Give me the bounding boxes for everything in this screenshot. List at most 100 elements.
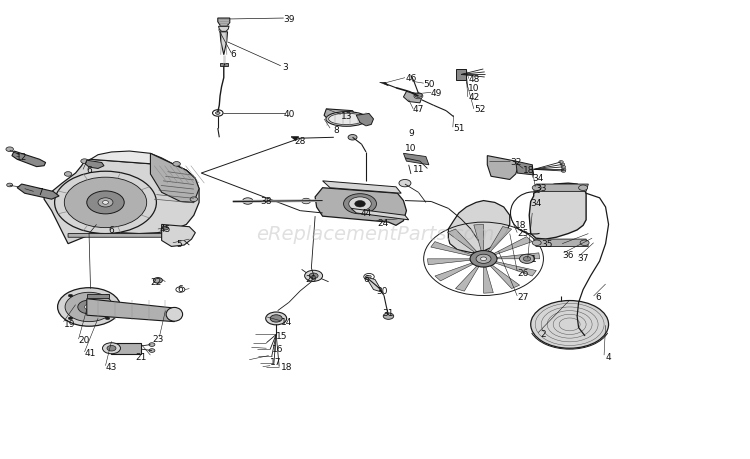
Text: 27: 27	[518, 293, 529, 302]
Circle shape	[470, 251, 497, 268]
Circle shape	[304, 271, 322, 282]
Polygon shape	[455, 266, 479, 291]
Circle shape	[270, 315, 282, 322]
Text: eReplacementParts.com: eReplacementParts.com	[256, 224, 494, 244]
Polygon shape	[12, 152, 46, 167]
Text: 41: 41	[85, 348, 96, 358]
Circle shape	[415, 94, 422, 98]
Polygon shape	[404, 92, 422, 104]
Text: 6: 6	[596, 293, 601, 302]
Polygon shape	[17, 185, 59, 200]
Circle shape	[578, 185, 587, 191]
Polygon shape	[534, 185, 588, 192]
Polygon shape	[217, 19, 229, 27]
Polygon shape	[430, 242, 472, 257]
Circle shape	[215, 112, 220, 115]
Circle shape	[531, 301, 608, 348]
Text: 6: 6	[178, 285, 183, 293]
Circle shape	[242, 198, 253, 205]
Circle shape	[149, 349, 155, 353]
Ellipse shape	[326, 112, 368, 127]
Polygon shape	[351, 209, 409, 220]
Circle shape	[103, 201, 109, 205]
Text: 34: 34	[530, 198, 542, 207]
Polygon shape	[220, 64, 227, 67]
Text: 14: 14	[281, 318, 292, 326]
Polygon shape	[356, 114, 374, 127]
Circle shape	[532, 185, 542, 191]
Circle shape	[520, 255, 535, 264]
Circle shape	[481, 257, 487, 261]
Circle shape	[559, 161, 563, 164]
Text: 2: 2	[541, 330, 546, 338]
Text: 39: 39	[284, 15, 295, 23]
Circle shape	[163, 227, 169, 230]
Polygon shape	[315, 188, 407, 226]
Polygon shape	[112, 343, 142, 354]
Text: 10: 10	[468, 84, 479, 93]
Polygon shape	[380, 83, 388, 87]
Text: 6: 6	[363, 274, 369, 283]
Circle shape	[309, 274, 318, 279]
Polygon shape	[68, 234, 184, 238]
Ellipse shape	[166, 308, 182, 321]
Circle shape	[302, 199, 310, 204]
Text: 17: 17	[271, 357, 282, 366]
Text: 8: 8	[333, 125, 339, 134]
Polygon shape	[366, 278, 382, 293]
Text: 25: 25	[518, 229, 529, 238]
Text: 16: 16	[272, 344, 284, 353]
Polygon shape	[534, 240, 588, 247]
Circle shape	[367, 276, 371, 279]
Circle shape	[532, 241, 542, 246]
Circle shape	[524, 257, 531, 262]
Circle shape	[64, 172, 72, 177]
Circle shape	[562, 168, 566, 171]
Text: 43: 43	[106, 362, 117, 371]
Circle shape	[580, 241, 589, 246]
Text: 24: 24	[376, 218, 388, 227]
Circle shape	[55, 172, 157, 234]
Circle shape	[6, 148, 14, 152]
Circle shape	[105, 295, 110, 297]
Polygon shape	[488, 156, 519, 180]
Circle shape	[58, 288, 121, 326]
Circle shape	[190, 197, 197, 202]
Text: 18: 18	[515, 220, 526, 230]
Text: 7: 7	[37, 187, 43, 196]
Circle shape	[560, 163, 565, 166]
Polygon shape	[488, 227, 512, 252]
Text: 32: 32	[510, 157, 521, 166]
Circle shape	[87, 191, 124, 214]
Text: 36: 36	[562, 250, 574, 259]
Circle shape	[105, 317, 110, 320]
Text: 4: 4	[606, 352, 611, 361]
Text: 23: 23	[152, 334, 164, 343]
Text: 46: 46	[405, 74, 416, 83]
Polygon shape	[496, 253, 540, 259]
Ellipse shape	[328, 114, 364, 125]
Text: 6: 6	[230, 50, 236, 59]
Circle shape	[98, 198, 113, 207]
Circle shape	[476, 255, 491, 264]
Circle shape	[154, 278, 163, 284]
Text: 26: 26	[518, 269, 529, 277]
Polygon shape	[218, 27, 229, 32]
Polygon shape	[87, 295, 109, 298]
Text: 47: 47	[413, 105, 424, 114]
Polygon shape	[151, 154, 199, 203]
Text: 49: 49	[430, 89, 442, 98]
Polygon shape	[448, 230, 477, 253]
Circle shape	[364, 274, 374, 280]
Circle shape	[149, 343, 155, 347]
Polygon shape	[220, 33, 227, 56]
Polygon shape	[291, 137, 298, 142]
Circle shape	[65, 293, 113, 322]
Text: 19: 19	[64, 319, 75, 328]
Circle shape	[81, 159, 88, 164]
Polygon shape	[456, 70, 466, 81]
Circle shape	[107, 346, 116, 351]
Text: 18: 18	[523, 166, 534, 174]
Text: 45: 45	[160, 225, 171, 234]
Text: 31: 31	[382, 308, 394, 317]
